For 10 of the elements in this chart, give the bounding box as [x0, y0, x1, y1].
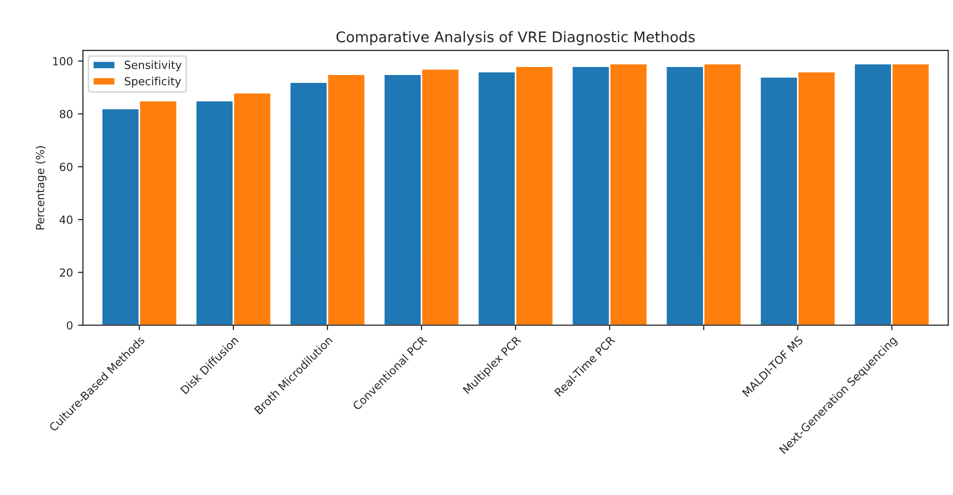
y-tick-label: 20: [60, 268, 72, 277]
y-tick-label: 100: [53, 57, 72, 66]
y-tick-label: 40: [60, 216, 72, 224]
y-tick-label: 0: [66, 321, 72, 330]
legend-label: Sensitivity: [124, 60, 182, 72]
chart-title: Comparative Analysis of VRE Diagnostic Methods: [336, 31, 695, 46]
y-tick-label: 80: [60, 110, 72, 118]
y-axis-title: Percentage (%): [36, 146, 46, 230]
legend-label: Specificity: [124, 76, 181, 88]
y-tick-label: 60: [60, 162, 72, 172]
